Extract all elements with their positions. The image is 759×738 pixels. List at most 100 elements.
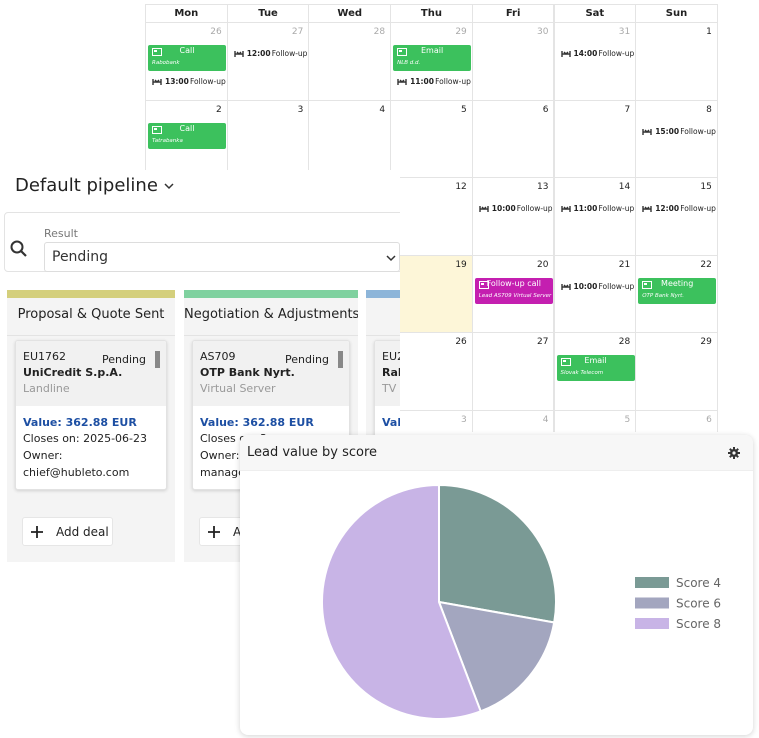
day-cell[interactable]: 31 14:00 Follow-up (553, 22, 637, 101)
day-cell[interactable]: 6 (471, 99, 555, 178)
icon-shape (152, 48, 162, 56)
day-cell[interactable]: 29 Email NLB d.d. 11:00 Follow-up (390, 22, 473, 101)
day-cell[interactable]: 29 (635, 332, 718, 411)
day-cell[interactable]: 13 10:00 Follow-up (471, 177, 555, 256)
weekday-header: Fri (471, 4, 555, 23)
weekday-header: Thu (390, 4, 473, 23)
day-number: 29 (700, 337, 712, 347)
event-inline[interactable]: 12:00 Follow-up (642, 204, 717, 215)
plus-shape (208, 526, 220, 538)
day-cell[interactable]: 28 Email Slovak Telecom (553, 332, 637, 411)
deal-card[interactable]: EU1762 Pending UniCredit S.p.A. Landline Val… (15, 340, 167, 490)
event-block[interactable]: Follow-up call Lead AS709 Virtual Server (474, 277, 553, 304)
day-cell[interactable]: 5 (553, 409, 637, 432)
day-cell[interactable]: 15 12:00 Follow-up (635, 177, 718, 256)
icon-shape (560, 283, 571, 290)
day-cell[interactable]: 26 (390, 332, 473, 411)
status-bar (155, 351, 160, 368)
event-subtitle: OTP Bank Nyrt. (642, 292, 685, 299)
day-cell[interactable]: 30 (471, 22, 555, 101)
day-number: 30 (537, 27, 549, 37)
day-number: 28 (373, 27, 386, 37)
event-icon (478, 280, 489, 289)
legend-swatch (635, 597, 669, 609)
day-cell[interactable]: 14 11:00 Follow-up (553, 177, 637, 256)
day-cell[interactable]: 4 (471, 409, 555, 432)
day-cell[interactable]: 2 Call Tatrabanka (145, 99, 228, 178)
weekday-header: Mon (145, 4, 228, 23)
day-cell[interactable]: 5 (390, 99, 473, 178)
event-icon (642, 280, 653, 289)
day-cell[interactable]: 27 12:00 Follow-up (226, 22, 310, 101)
event-inline[interactable]: 11:00 Follow-up (560, 204, 636, 215)
day-cell[interactable]: 27 (471, 332, 555, 411)
day-cell[interactable]: 21 10:00 Follow-up (553, 254, 637, 333)
deal-id: EU2 (382, 350, 400, 363)
settings-icon[interactable] (728, 447, 740, 459)
event-title: Follow-up (598, 49, 635, 58)
calendar: Mon Tue Wed Thu Fri Sat Sun 26 Call Rabobank 13:00… (145, 0, 718, 432)
day-number: 14 (618, 182, 631, 192)
filter-select[interactable] (44, 242, 400, 272)
day-cell[interactable]: 20 Follow-up call Lead AS709 Virtual Serve… (471, 254, 555, 333)
icon-shape (479, 206, 489, 212)
event-block[interactable]: Email NLB d.d. (393, 45, 472, 71)
deal-value: Value: 362.88 EUR (23, 416, 137, 429)
event-title: Follow-up (680, 204, 716, 213)
day-cell[interactable]: 22 Meeting OTP Bank Nyrt. (635, 254, 718, 333)
day-cell[interactable]: 8 15:00 Follow-up (635, 99, 718, 178)
day-number: 26 (455, 337, 467, 347)
deal-id: EU1762 (23, 350, 66, 363)
event-title: Follow-up (435, 77, 471, 86)
event-inline[interactable]: 12:00 Follow-up (233, 49, 309, 60)
day-cell[interactable]: 19 (390, 254, 473, 333)
day-cell[interactable]: 3 (226, 99, 310, 178)
event-block[interactable]: Meeting OTP Bank Nyrt. (638, 277, 717, 304)
event-inline[interactable]: 14:00 Follow-up (560, 49, 636, 60)
event-inline[interactable]: 11:00 Follow-up (397, 77, 472, 88)
add-deal-label: Add deal (56, 525, 109, 539)
deal-status: Pending (102, 353, 146, 366)
day-cell[interactable]: 4 (308, 99, 392, 178)
event-inline[interactable]: 13:00 Follow-up (152, 77, 227, 88)
search-icon[interactable] (10, 240, 28, 258)
event-block[interactable]: Call Rabobank (148, 45, 226, 71)
day-cell[interactable]: 3 (390, 409, 473, 432)
day-number: 1 (706, 27, 712, 37)
event-time: 10:00 (573, 281, 598, 291)
day-cell[interactable]: 7 (553, 99, 637, 178)
column-color-bar (184, 290, 358, 298)
event-block[interactable]: Email Slovak Telecom (556, 355, 635, 381)
event-title: Email (420, 46, 444, 55)
day-number: 2 (215, 104, 222, 115)
plus-shape (31, 526, 43, 538)
day-number: 3 (297, 104, 304, 115)
deal-id: AS709 (200, 350, 236, 363)
event-inline[interactable]: 10:00 Follow-up (479, 204, 554, 215)
add-deal-button[interactable]: Add deal (22, 517, 113, 546)
pie-slice (438, 483, 557, 624)
event-title: Follow-up (271, 49, 308, 58)
deal-value: Value: 362.88 EUR (200, 416, 314, 429)
event-block[interactable]: Call Tatrabanka (148, 122, 226, 149)
column-divider (184, 335, 358, 336)
icon-shape (152, 125, 162, 134)
day-cell[interactable]: 6 (635, 409, 718, 432)
day-number: 21 (618, 259, 631, 270)
plus (208, 526, 220, 538)
pipeline-title[interactable]: Default pipeline (15, 175, 158, 196)
day-cell[interactable]: 26 Call Rabobank 13:00 Follow-up (145, 22, 228, 101)
day-cell[interactable]: 28 (308, 22, 392, 101)
day-cell[interactable]: 12 (390, 177, 473, 256)
event-title: Follow-up (516, 204, 553, 213)
weekday-header: Tue (226, 4, 310, 23)
add-deal-label: A (233, 525, 242, 539)
event-time: 10:00 (491, 204, 516, 213)
day-number: 19 (455, 259, 467, 270)
event-inline[interactable]: 15:00 Follow-up (642, 127, 717, 138)
event-time: 11:00 (573, 204, 598, 213)
event-inline[interactable]: 10:00 Follow-up (560, 281, 636, 293)
day-cell[interactable]: 1 (635, 22, 718, 101)
select-chevron (386, 255, 396, 262)
